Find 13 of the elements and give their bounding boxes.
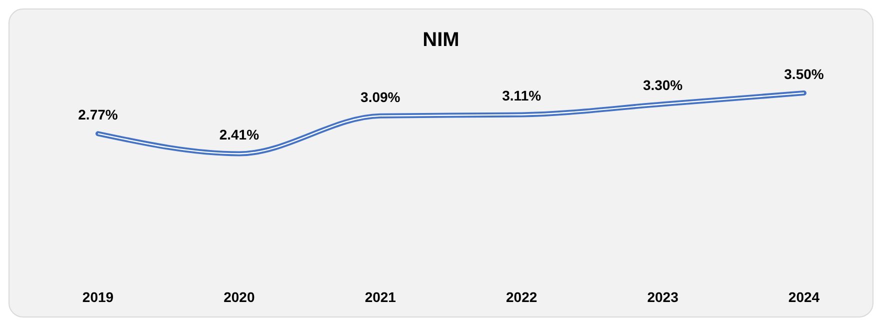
x-tick-label: 2021 xyxy=(364,289,396,305)
data-label: 3.09% xyxy=(360,88,401,105)
x-tick-label: 2024 xyxy=(788,289,820,305)
data-label: 2.77% xyxy=(78,106,118,123)
data-label: 2.41% xyxy=(219,126,260,143)
x-tick-label: 2019 xyxy=(82,289,114,305)
x-tick-label: 2023 xyxy=(647,289,679,305)
x-tick-label: 2022 xyxy=(506,289,538,305)
data-label: 3.50% xyxy=(784,66,824,82)
data-label: 3.11% xyxy=(502,88,542,104)
x-tick-label: 2020 xyxy=(224,289,255,305)
chart-title: NIM xyxy=(422,29,460,51)
data-label: 3.30% xyxy=(642,77,684,94)
